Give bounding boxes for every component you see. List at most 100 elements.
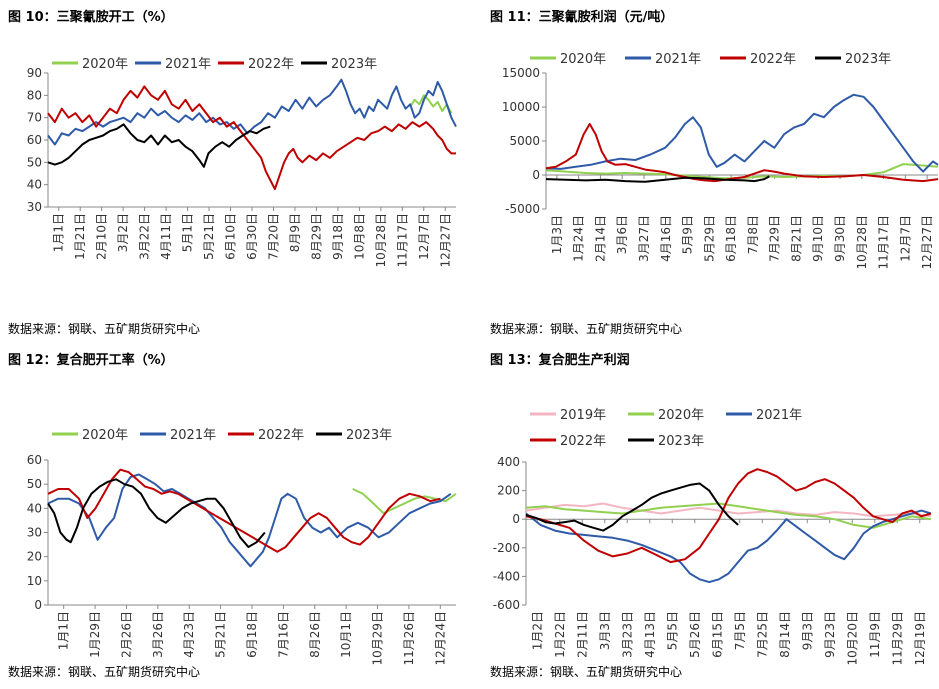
series-line-2021年	[47, 78, 457, 146]
legend-label: 2019年	[560, 408, 606, 423]
series-line-2023年	[47, 478, 266, 548]
chart-12: 0 10 20 30 40 50 60 1月1日 1月29日 2月26日 3月26日 4月23日 5月2…	[27, 428, 457, 666]
series-line-2022年	[47, 85, 456, 191]
chart-panel-13: 图 13：复合肥生产利润 -600 -400 -200 0 200 400 1月2日 1月22…	[470, 345, 939, 689]
x-tick-label: 7月8日	[746, 215, 760, 254]
chart-title: 图 11：三聚氰胺利润（元/吨）	[490, 10, 674, 25]
x-tick-label: 5月21日	[202, 213, 216, 260]
legend-label: 2023年	[346, 428, 392, 443]
x-tick-label: 3月2日	[116, 213, 130, 252]
x-tick-label: 5月21日	[214, 611, 228, 658]
x-tick-label: 11月17日	[877, 215, 891, 270]
x-tick-label: 1月3日	[550, 215, 564, 254]
series-line-2023年	[47, 123, 271, 168]
x-tick-label: 4月16日	[659, 215, 673, 262]
x-tick-label: 11月17日	[395, 213, 409, 268]
x-tick-label: 1月1日	[57, 611, 71, 650]
x-tick-label: 8月9日	[288, 213, 302, 252]
y-tick-label: 5000	[509, 134, 540, 148]
x-tick-label: 9月3日	[800, 611, 814, 650]
x-tick-label: 9月23日	[823, 611, 837, 658]
x-tick-label: 12月19日	[913, 611, 927, 666]
series-line-2023年	[525, 482, 739, 532]
x-tick-label: 7月5日	[733, 611, 747, 650]
y-tick-label: 50	[27, 155, 42, 169]
chart-source: 数据来源：钢联、五矿期货研究中心	[490, 665, 683, 679]
legend-label: 2021年	[756, 408, 802, 423]
x-tick-label: 6月18日	[724, 215, 738, 262]
y-tick-label: -200	[493, 541, 520, 555]
x-tick-label: 7月20日	[266, 213, 280, 260]
series-line-2019年	[525, 502, 932, 518]
chart-title: 图 12：复合肥开工率（%）	[8, 353, 174, 368]
x-tick-label: 12月27日	[920, 215, 934, 270]
x-tick-label: 3月26日	[151, 611, 165, 658]
chart-panel-10: 图 10：三聚氰胺开工（%） 30 40 50 60 70 80 90 1月1日 1月21日 2月…	[0, 0, 469, 345]
y-tick-label: 10	[27, 574, 42, 588]
y-tick-label: 0	[34, 598, 42, 612]
x-tick-label: 6月10日	[224, 213, 238, 260]
y-tick-label: 90	[27, 66, 42, 80]
y-tick-label: 15000	[502, 66, 540, 80]
y-tick-label: 60	[27, 133, 42, 147]
legend-label: 2022年	[248, 57, 294, 72]
x-tick-label: 5月9日	[681, 215, 695, 254]
x-tick-label: 10月1日	[339, 611, 353, 658]
y-tick-label: 60	[27, 453, 42, 467]
legend-label: 2023年	[658, 434, 704, 449]
x-tick-label: 5月29日	[702, 215, 716, 262]
legend-label: 2021年	[170, 428, 216, 443]
x-tick-label: 9月18日	[331, 213, 345, 260]
x-tick-label: 12月24日	[433, 611, 447, 666]
legend-label: 2022年	[560, 434, 606, 449]
x-tick-label: 4月23日	[182, 611, 196, 658]
x-tick-label: 10月8日	[352, 213, 366, 260]
x-tick-label: 6月15日	[710, 611, 724, 658]
legend-label: 2020年	[82, 428, 128, 443]
chart-11: -5000 0 5000 10000 15000 1月3日 1月24日 2月14日 3月6日 3月…	[502, 52, 939, 270]
series-line-2021年	[47, 473, 452, 568]
x-tick-label: 5月26日	[688, 611, 702, 658]
y-tick-label: 40	[27, 178, 42, 192]
y-tick-label: -400	[493, 569, 520, 583]
y-tick-label: 400	[497, 455, 520, 469]
x-tick-label: 1月1日	[52, 213, 66, 252]
x-tick-label: 7月29日	[768, 215, 782, 262]
chart-panel-12: 图 12：复合肥开工率（%） 0 10 20 30 40 50 60 1月1日 1月29日 2月2…	[0, 345, 469, 689]
y-tick-label: 30	[27, 200, 42, 214]
x-tick-label: 8月29日	[309, 213, 323, 260]
legend-label: 2020年	[658, 408, 704, 423]
chart-source: 数据来源：钢联、五矿期货研究中心	[8, 322, 201, 336]
legend-label: 2022年	[750, 52, 796, 67]
x-tick-label: 1月22日	[553, 611, 567, 658]
x-tick-label: 4月11日	[159, 213, 173, 260]
x-tick-label: 2月10日	[95, 213, 109, 260]
series-line-2022年	[47, 468, 441, 553]
x-tick-label: 10月20日	[845, 611, 859, 666]
y-tick-label: 30	[27, 526, 42, 540]
y-tick-label: 0	[532, 168, 540, 182]
y-tick-label: 40	[27, 501, 42, 515]
x-tick-label: 2月11日	[575, 611, 589, 658]
legend-label: 2020年	[560, 52, 606, 67]
y-tick-label: 0	[512, 512, 520, 526]
y-tick-label: 200	[497, 484, 520, 498]
y-tick-label: 50	[27, 477, 42, 491]
x-tick-label: 2月26日	[119, 611, 133, 658]
x-tick-label: 8月14日	[778, 611, 792, 658]
x-tick-label: 5月1日	[181, 213, 195, 252]
chart-source: 数据来源：钢联、五矿期货研究中心	[8, 665, 201, 679]
x-tick-label: 3月3日	[598, 611, 612, 650]
chart-13: -600 -400 -200 0 200 400 1月2日 1月22日 2月11日 3月3日 3月2…	[493, 408, 932, 666]
x-tick-label: 1月21日	[73, 213, 87, 260]
x-tick-label: 8月21日	[789, 215, 803, 262]
legend-label: 2021年	[655, 52, 701, 67]
y-tick-label: 10000	[502, 100, 540, 114]
chart-source: 数据来源：钢联、五矿期货研究中心	[490, 322, 683, 336]
x-tick-label: 11月26日	[402, 611, 416, 666]
x-tick-label: 2月14日	[593, 215, 607, 262]
x-tick-label: 9月10日	[811, 215, 825, 262]
legend-label: 2022年	[258, 428, 304, 443]
x-tick-label: 4月13日	[643, 611, 657, 658]
x-tick-label: 12月7日	[417, 213, 431, 260]
